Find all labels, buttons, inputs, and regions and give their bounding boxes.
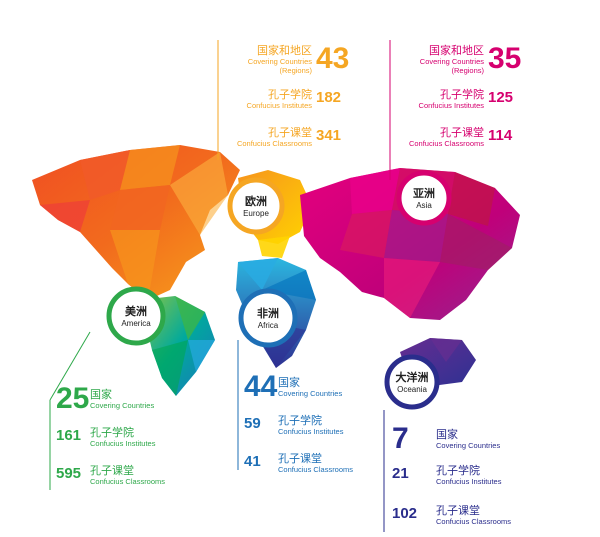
africa-classrooms-label: 孔子课堂 Confucius Classrooms <box>278 452 354 474</box>
asia-institutes-value: 125 <box>488 89 514 106</box>
oceania-countries-label: 国家 Covering Countries <box>436 428 501 450</box>
asia-countries-label: 国家和地区 Covering Countries (Regions) <box>419 44 484 75</box>
asia-classrooms-value: 114 <box>488 127 513 144</box>
africa-institutes-value: 59 <box>244 415 261 432</box>
america-classrooms-label: 孔子课堂 Confucius Classrooms <box>90 464 166 486</box>
america-badge-label: 美洲 America <box>121 305 151 328</box>
africa-badge-label: 非洲 Africa <box>257 307 279 330</box>
europe-classrooms-value: 341 <box>316 127 342 144</box>
africa-classrooms-value: 41 <box>244 453 261 470</box>
europe-countries-value: 43 <box>316 42 350 75</box>
north-america-shape <box>32 145 240 300</box>
oceania-badge <box>384 354 440 410</box>
africa-countries-label: 国家 Covering Countries <box>278 376 343 398</box>
africa-institutes-label: 孔子学院 Confucius Institutes <box>278 414 344 436</box>
oceania-countries-value: 7 <box>392 422 409 455</box>
europe-institutes-value: 182 <box>316 89 342 106</box>
asia-badge-label: 亚洲 Asia <box>413 187 435 210</box>
europe-institutes-label: 孔子学院 Confucius Institutes <box>246 88 312 110</box>
america-countries-label: 国家 Covering Countries <box>90 388 155 410</box>
america-countries-value: 25 <box>56 382 90 415</box>
europe-badge-label: 欧洲 Europe <box>243 195 269 218</box>
europe-countries-label: 国家和地区 Covering Countries (Regions) <box>247 44 312 75</box>
oceania-classrooms-label: 孔子课堂 Confucius Classrooms <box>436 504 512 526</box>
africa-badge <box>238 288 298 348</box>
oceania-institutes-value: 21 <box>392 465 409 482</box>
asia-badge <box>396 170 452 226</box>
america-institutes-label: 孔子学院 Confucius Institutes <box>90 426 156 448</box>
africa-countries-value: 44 <box>244 370 278 403</box>
america-badge <box>106 286 166 346</box>
europe-badge <box>227 177 285 235</box>
asia-classrooms-label: 孔子课堂 Confucius Classrooms <box>408 126 484 148</box>
america-leader-line <box>49 331 91 401</box>
oceania-classrooms-value: 102 <box>392 505 418 522</box>
asia-countries-value: 35 <box>488 42 522 75</box>
oceania-institutes-label: 孔子学院 Confucius Institutes <box>436 464 502 486</box>
america-institutes-value: 161 <box>56 427 82 444</box>
oceania-badge-label: 大洋洲 Oceania <box>395 371 429 394</box>
europe-classrooms-label: 孔子课堂 Confucius Classrooms <box>236 126 312 148</box>
asia-institutes-label: 孔子学院 Confucius Institutes <box>418 88 484 110</box>
america-classrooms-value: 595 <box>56 465 82 482</box>
